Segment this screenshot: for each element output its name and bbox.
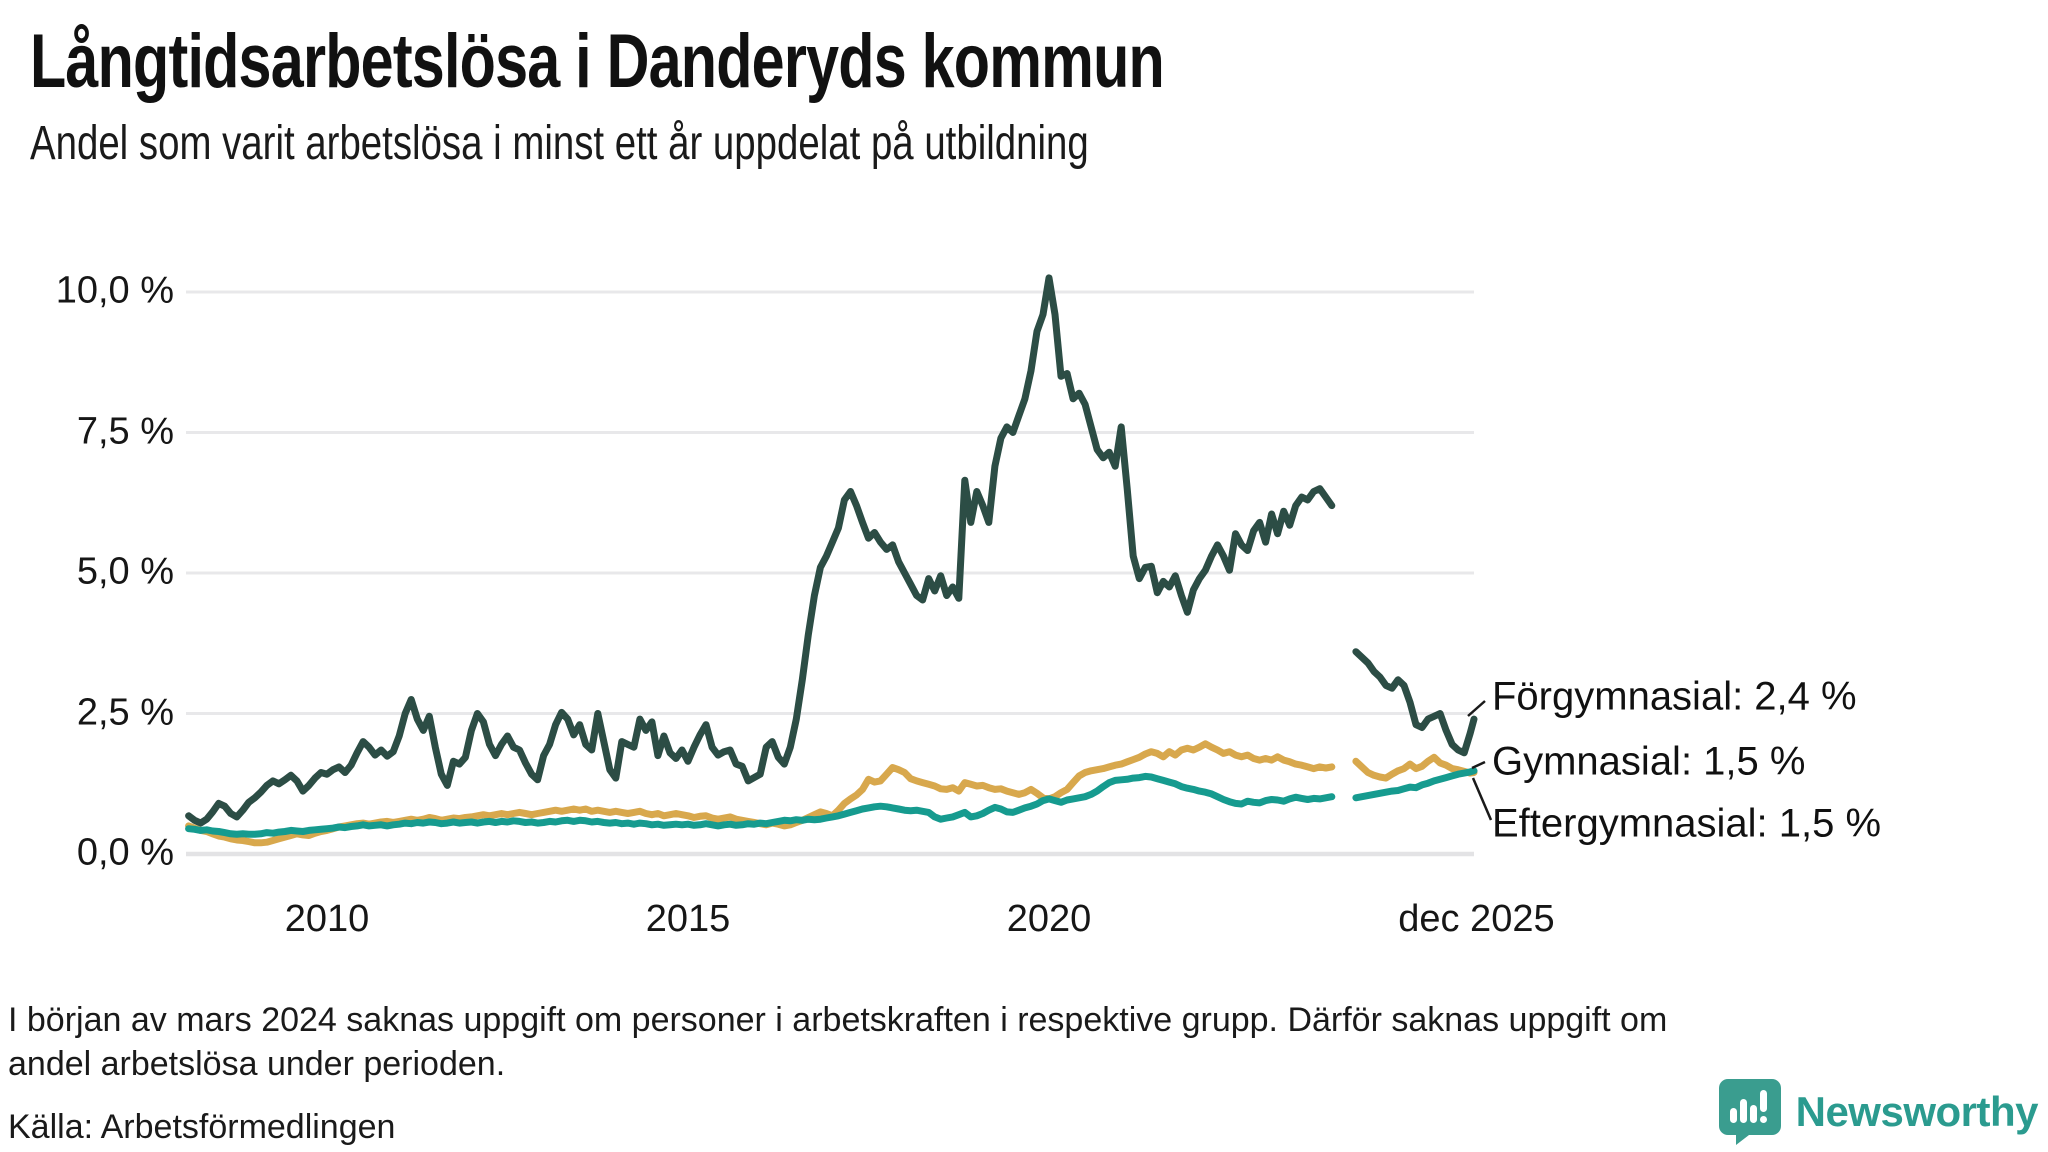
series-line-eftergymnasial — [185, 767, 1478, 838]
x-tick-label: 2020 — [1006, 898, 1092, 940]
x-tick-label: dec 2025 — [1398, 898, 1555, 940]
page-title: Långtidsarbetslösa i Danderyds kommun — [30, 19, 1165, 104]
series-line-förgymnasial — [185, 274, 1478, 827]
source-note: Källa: Arbetsförmedlingen — [8, 1108, 396, 1146]
x-tick-label: 2010 — [284, 898, 370, 940]
chart-footnote: I början av mars 2024 saknas uppgift om … — [8, 998, 1667, 1086]
newsworthy-bubble-chart-icon — [1718, 1079, 1781, 1145]
series-label-forgymnasial: Förgymnasial: 2,4 % — [1492, 674, 1857, 719]
y-tick-label: 5,0 % — [76, 550, 174, 593]
footnote-line-1: I början av mars 2024 saknas uppgift om … — [8, 1001, 1668, 1039]
newsworthy-logo: Newsworthy — [1718, 1078, 2039, 1146]
connector-eftergymnasial — [1471, 777, 1493, 821]
y-tick-label: 2,5 % — [76, 691, 174, 734]
x-tick-label: 2015 — [645, 898, 731, 940]
series-line-gymnasial — [185, 740, 1478, 847]
newsworthy-logo-text: Newsworthy — [1795, 1088, 2039, 1135]
y-tick-label: 7,5 % — [76, 410, 174, 453]
page-subtitle: Andel som varit arbetslösa i minst ett å… — [30, 117, 1089, 170]
series-label-gymnasial: Gymnasial: 1,5 % — [1492, 739, 1806, 784]
y-tick-label: 0,0 % — [76, 831, 174, 874]
y-tick-label: 10,0 % — [55, 269, 174, 312]
series-label-eftergymnasial: Eftergymnasial: 1,5 % — [1492, 801, 1882, 846]
connector-gymnasial — [1471, 760, 1486, 770]
connector-forgymnasial — [1467, 700, 1486, 717]
footnote-line-2: andel arbetslösa under perioden. — [8, 1045, 506, 1083]
